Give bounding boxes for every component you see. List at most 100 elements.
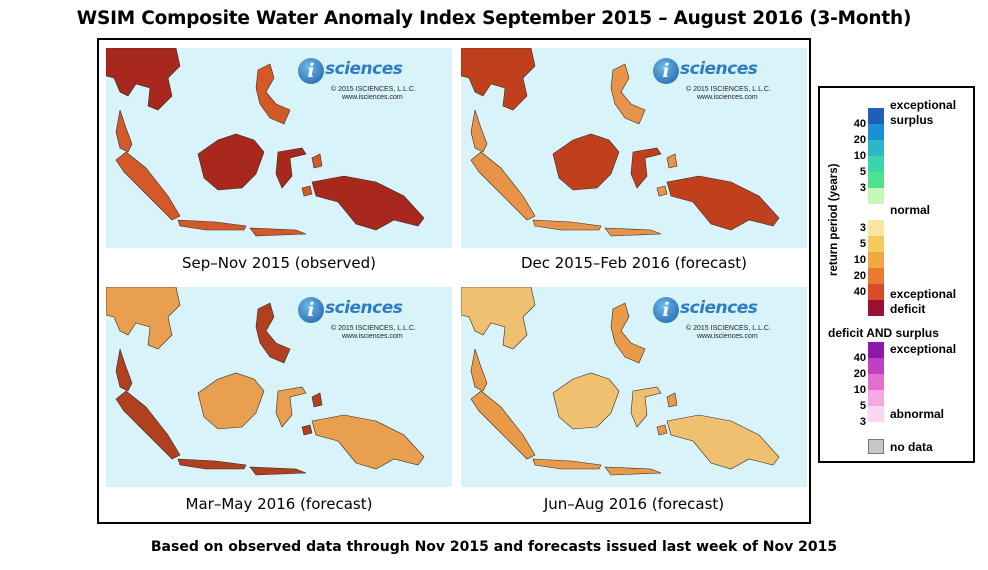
landmass-java (532, 458, 662, 476)
legend-normal-swatch-block (868, 204, 884, 220)
landmass-moluccas (301, 153, 323, 197)
legend-deficit-tick-label: 20 (853, 270, 866, 282)
legend-surplus-tick-label: 5 (859, 166, 866, 178)
landmass-sumatra (115, 109, 181, 221)
isciences-mark-icon: i (653, 297, 679, 323)
legend-surplus-swatch (868, 188, 884, 204)
legend-exceptional-surplus-line1: exceptional (890, 98, 957, 112)
legend-surplus-swatch (868, 172, 884, 188)
landmass-new-guinea (311, 175, 425, 231)
landmass-borneo (552, 372, 620, 430)
legend-both-tick-label: 20 (853, 368, 866, 380)
legend-both-swatch (868, 358, 884, 374)
landmass-java (177, 219, 307, 237)
legend-deficit-tick-label: 3 (859, 222, 866, 234)
landmass-moluccas (656, 153, 678, 197)
legend-exceptional-deficit-line2: deficit (890, 302, 926, 316)
legend-both-tick-label: 5 (859, 400, 866, 412)
legend-no-data-label: no data (890, 440, 933, 454)
landmass-indochina (106, 48, 181, 111)
isciences-logo: i sciences © 2015 ISCIENCES, L.L.C. www.isc… (653, 56, 793, 106)
panel-caption-sep-nov-2015: Sep–Nov 2015 (observed) (182, 254, 376, 272)
legend-both-tick-label: 40 (853, 352, 866, 364)
legend-deficit-swatch (868, 300, 884, 316)
landmass-sulawesi (630, 386, 662, 428)
map-panel-dec-feb-2016: i sciences © 2015 ISCIENCES, L.L.C. www.isc… (461, 48, 807, 248)
legend-surplus-tick-label: 10 (853, 150, 866, 162)
landmass-philippines (610, 63, 646, 125)
legend-both-tick-label: 3 (859, 416, 866, 428)
landmass-indochina (461, 48, 536, 111)
legend-both-exceptional: exceptional (890, 342, 957, 356)
page-title: WSIM Composite Water Anomaly Index Septe… (76, 8, 912, 29)
isciences-mark-icon: i (298, 58, 324, 84)
legend-surplus-tick-label: 20 (853, 134, 866, 146)
legend-both-swatch (868, 390, 884, 406)
legend-surplus-swatch (868, 108, 884, 124)
landmass-indochina (461, 287, 536, 350)
landmass-sumatra (115, 348, 181, 460)
landmass-indochina (106, 287, 181, 350)
logo-copyright: © 2015 ISCIENCES, L.L.C. (331, 86, 416, 93)
landmass-new-guinea (666, 175, 780, 231)
legend-deficit-tick-label: 10 (853, 254, 866, 266)
landmass-philippines (610, 302, 646, 364)
legend-both-abnormal: abnormal (890, 407, 945, 421)
legend-both-swatch (868, 374, 884, 390)
legend-deficit-swatch (868, 236, 884, 252)
landmass-borneo (197, 133, 265, 191)
logo-url: www.isciences.com (342, 94, 403, 101)
legend-both-tick-label: 10 (853, 384, 866, 396)
landmass-philippines (255, 302, 291, 364)
legend-deficit-tick-label: 5 (859, 238, 866, 250)
logo-wordmark: sciences (680, 298, 758, 318)
isciences-mark-icon: i (298, 297, 324, 323)
map-svg (106, 287, 425, 476)
legend-axis-label: return period (years) (828, 163, 840, 276)
landmass-moluccas (656, 392, 678, 436)
landmass-sulawesi (630, 147, 662, 189)
landmass-new-guinea (666, 414, 780, 470)
isciences-mark-icon: i (653, 58, 679, 84)
legend-exceptional-deficit-line1: exceptional (890, 287, 957, 301)
landmass-java (177, 458, 307, 476)
map-svg (106, 48, 425, 237)
logo-copyright: © 2015 ISCIENCES, L.L.C. (331, 325, 416, 332)
footnote: Based on observed data through Nov 2015 … (150, 539, 838, 555)
legend-deficit-swatch (868, 268, 884, 284)
legend-deficit-swatch (868, 284, 884, 300)
map-panel-sep-nov-2015: i sciences © 2015 ISCIENCES, L.L.C. www.isc… (106, 48, 452, 248)
panel-caption-mar-may-2016: Mar–May 2016 (forecast) (185, 495, 373, 513)
landmass-philippines (255, 63, 291, 125)
legend-both-swatch (868, 342, 884, 358)
map-panel-mar-may-2016: i sciences © 2015 ISCIENCES, L.L.C. www.isc… (106, 287, 452, 487)
isciences-logo: i sciences © 2015 ISCIENCES, L.L.C. www.isc… (298, 295, 438, 345)
map-svg (461, 48, 780, 237)
legend-surplus-swatch (868, 124, 884, 140)
landmass-sulawesi (275, 386, 307, 428)
logo-copyright: © 2015 ISCIENCES, L.L.C. (686, 86, 771, 93)
legend-deficit-swatch (868, 252, 884, 268)
logo-wordmark: sciences (325, 298, 403, 318)
panel-caption-dec-feb-2016: Dec 2015–Feb 2016 (forecast) (520, 254, 748, 272)
logo-copyright: © 2015 ISCIENCES, L.L.C. (686, 325, 771, 332)
landmass-java (532, 219, 662, 237)
logo-wordmark: sciences (325, 59, 403, 79)
landmass-sulawesi (275, 147, 307, 189)
map-svg (461, 287, 780, 476)
logo-url: www.isciences.com (342, 333, 403, 340)
legend-deficit-swatch (868, 220, 884, 236)
legend-surplus-swatch (868, 140, 884, 156)
legend-both-swatch (868, 406, 884, 422)
landmass-sumatra (470, 348, 536, 460)
landmass-sumatra (470, 109, 536, 221)
map-grid-frame (97, 38, 811, 524)
legend-surplus-swatch (868, 156, 884, 172)
landmass-moluccas (301, 392, 323, 436)
landmass-borneo (197, 372, 265, 430)
logo-url: www.isciences.com (697, 94, 758, 101)
legend-exceptional-surplus-line2: surplus (890, 113, 934, 127)
legend-deficit-tick-label: 40 (853, 286, 866, 298)
logo-url: www.isciences.com (697, 333, 758, 340)
isciences-logo: i sciences © 2015 ISCIENCES, L.L.C. www.isc… (298, 56, 438, 106)
